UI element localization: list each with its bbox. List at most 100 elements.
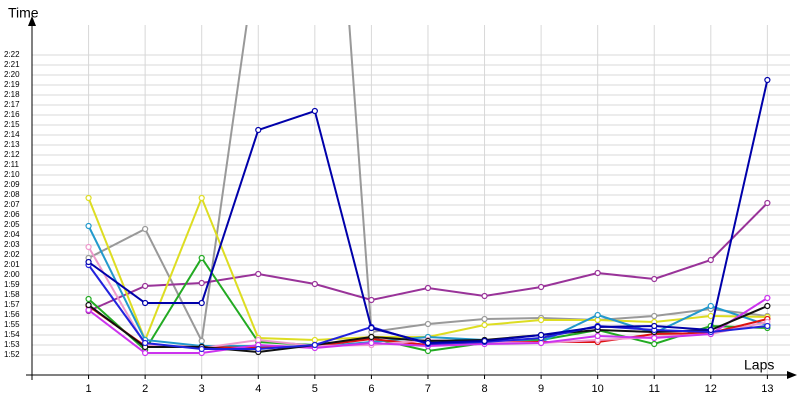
y-tick-label: 2:06: [4, 210, 20, 219]
point: [651, 340, 658, 348]
point: [368, 324, 375, 332]
point: [594, 316, 601, 324]
point: [651, 334, 658, 342]
point: [255, 126, 262, 134]
y-axis-label: Time: [8, 5, 39, 21]
point: [368, 296, 375, 304]
y-tick-label: 2:08: [4, 190, 20, 199]
point: [368, 339, 375, 347]
y-tick-label: 1:54: [4, 330, 20, 339]
point: [707, 326, 714, 334]
point: [481, 292, 488, 300]
point: [424, 284, 432, 292]
point: [481, 315, 488, 323]
y-tick-label: 2:19: [4, 80, 20, 89]
y-tick-label: 2:11: [4, 160, 20, 169]
point: [85, 243, 92, 251]
point: [594, 332, 601, 340]
point: [764, 322, 771, 330]
point: [198, 279, 205, 287]
point: [651, 275, 658, 283]
point: [85, 295, 92, 303]
y-tick-label: 2:00: [4, 270, 20, 279]
point: [594, 323, 601, 331]
y-tick-label: 2:02: [4, 250, 20, 259]
x-tick-label: 5: [312, 383, 318, 395]
point: [707, 302, 714, 310]
y-tick-label: 2:14: [4, 130, 20, 139]
y-tick-label: 1:56: [4, 310, 20, 319]
x-tick-label: 6: [368, 383, 374, 395]
point: [424, 339, 432, 347]
point: [198, 194, 205, 202]
point: [255, 270, 262, 278]
y-tick-label: 2:03: [4, 240, 20, 249]
point: [311, 341, 318, 349]
y-tick-label: 1:55: [4, 320, 20, 329]
x-tick-label: 13: [761, 383, 773, 395]
x-tick-label: 2: [142, 383, 148, 395]
point: [85, 194, 92, 202]
point: [198, 299, 205, 307]
point: [311, 336, 318, 344]
point: [142, 282, 149, 290]
point: [142, 225, 149, 233]
y-tick-label: 2:01: [4, 260, 20, 269]
y-tick-label: 2:21: [4, 60, 20, 69]
x-axis-label: Laps: [744, 357, 774, 373]
point: [764, 302, 771, 310]
y-tick-label: 1:53: [4, 340, 20, 349]
y-axis-arrow: [28, 16, 36, 26]
point: [538, 331, 545, 339]
point: [198, 345, 205, 353]
point: [142, 339, 149, 347]
x-tick-label: 8: [481, 383, 487, 395]
y-tick-label: 2:05: [4, 220, 20, 229]
point: [764, 199, 771, 207]
x-axis-arrow: [787, 371, 797, 379]
y-tick-label: 2:04: [4, 230, 20, 239]
point: [85, 306, 92, 314]
x-tick-label: 3: [199, 383, 205, 395]
y-tick-label: 2:09: [4, 180, 20, 189]
x-tick-label: 11: [649, 383, 660, 395]
y-tick-label: 2:17: [4, 100, 20, 109]
point: [481, 337, 488, 345]
point: [764, 294, 771, 302]
point: [142, 349, 149, 357]
point: [594, 311, 601, 319]
y-tick-label: 2:16: [4, 110, 20, 119]
point: [651, 312, 658, 320]
y-tick-label: 1:59: [4, 280, 20, 289]
x-tick-label: 4: [255, 383, 261, 395]
point: [424, 347, 432, 355]
point: [255, 336, 262, 344]
point: [424, 320, 432, 328]
point: [85, 301, 92, 309]
point: [707, 256, 714, 264]
y-tick-label: 1:58: [4, 290, 20, 299]
y-tick-label: 2:20: [4, 70, 20, 79]
point: [538, 316, 545, 324]
x-tick-label: 12: [705, 383, 717, 395]
x-tick-label: 7: [425, 383, 431, 395]
x-tick-label: 10: [592, 383, 604, 395]
point: [368, 333, 375, 341]
x-tick-label: 9: [538, 383, 544, 395]
point: [481, 321, 488, 329]
point: [538, 283, 545, 291]
y-tick-label: 2:07: [4, 200, 20, 209]
point: [311, 107, 318, 115]
y-tick-label: 1:52: [4, 350, 20, 359]
y-tick-label: 2:10: [4, 170, 20, 179]
y-tick-label: 1:57: [4, 300, 20, 309]
point: [198, 337, 205, 345]
y-tick-label: 2:13: [4, 140, 20, 149]
point: [594, 269, 601, 277]
point: [764, 76, 771, 84]
point: [142, 299, 149, 307]
y-tick-label: 2:18: [4, 90, 20, 99]
point: [255, 345, 262, 353]
point: [198, 254, 205, 262]
